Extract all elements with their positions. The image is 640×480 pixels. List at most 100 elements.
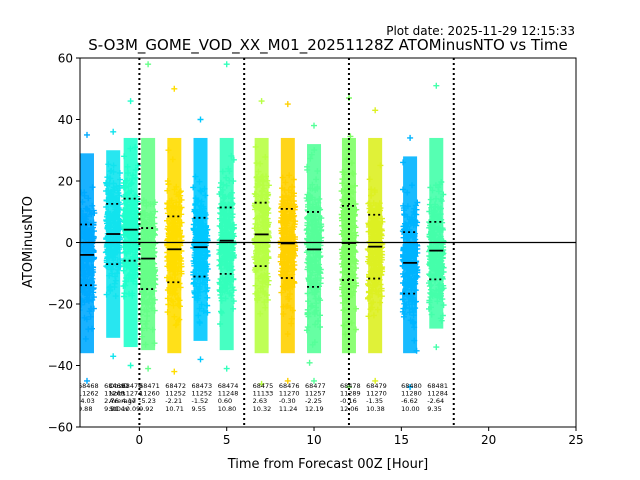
series-obs-68480 [399,134,421,390]
stats-text: 68476 [279,382,300,390]
stats-text: 68468 [78,382,99,390]
stats-text: -1.35 [366,397,383,405]
stats-text: 10.38 [366,405,385,413]
stats-text: 9.55 [192,405,206,413]
x-tick-label: 15 [394,433,409,447]
stats-text: -2.64 [427,397,444,405]
stats-text: 12.06 [340,405,359,413]
stats-text: -1.52 [192,397,209,405]
stats-text: 11248 [218,390,239,398]
x-tick-label: 20 [481,433,496,447]
stats-text: 11274 [122,390,143,398]
stats-text: 68477 [305,382,326,390]
stats-text: 2.76 [104,397,118,405]
series-obs-68472 [164,85,185,375]
stats-text: 10.00 [401,405,420,413]
x-tick-label: 10 [306,433,321,447]
stats-label: StDev [109,405,129,413]
stats-text: 0.60 [218,397,232,405]
y-tick-label: 0 [65,236,73,250]
stats-text: 11289 [340,390,361,398]
series-obs-68479 [364,107,386,384]
stats-text: 11252 [192,390,213,398]
data-points [399,134,421,390]
y-tick-label: −40 [48,359,73,373]
series-obs-68471 [137,61,159,372]
stats-text: 10.32 [253,405,272,413]
series-obs-68474 [216,61,237,372]
stats-text: 68480 [401,382,422,390]
x-tick-label: 25 [568,433,583,447]
y-tick-label: 40 [58,113,73,127]
stats-text: 68470 [122,382,143,390]
plot-date: Plot date: 2025-11-29 12:15:33 [386,24,575,38]
stats-text: 9.92 [139,405,153,413]
data-points [251,98,272,387]
stats-text: 68471 [139,382,160,390]
stats-text: 11262 [78,390,99,398]
series-obs-68476 [277,101,299,384]
series-obs-68473 [190,116,211,363]
stats-text: 11265 [104,390,125,398]
data-points [277,101,299,384]
data-points [80,131,98,384]
stats-text: 68474 [218,382,239,390]
stats-text: 10.09 [122,405,141,413]
y-tick-label: −20 [48,298,73,312]
data-points [426,82,447,351]
stats-text: 68472 [165,382,186,390]
stats-text: 9.80 [104,405,118,413]
y-tick-label: 20 [58,175,73,189]
stats-label: ObsID [109,382,129,390]
y-tick-label: 60 [58,52,73,66]
series-obs-68481 [426,82,447,351]
stats-text: 68475 [253,382,274,390]
stats-text: -2.21 [165,397,182,405]
stats-text: -0.16 [340,397,357,405]
stats-text: 2.63 [253,397,267,405]
stats-text: 10.80 [218,405,237,413]
stats-text: 11280 [401,390,422,398]
data-points [164,85,185,375]
stats-label: Average [109,397,136,405]
stats-text: -0.30 [279,397,296,405]
series-obs-68469 [102,128,124,360]
x-tick-label: 0 [136,433,144,447]
stats-text: 68479 [366,382,387,390]
stats-text: 68473 [192,382,213,390]
series-obs-68468 [80,131,98,384]
stats-text: -4.03 [78,397,95,405]
stats-text: 12.19 [305,405,324,413]
stats-label: Nobs [109,390,126,398]
stats-text: 11260 [139,390,160,398]
stats-text: 11252 [165,390,186,398]
series-obs-68470 [120,98,141,369]
y-tick-label: −60 [48,421,73,435]
stats-text: 11270 [279,390,300,398]
data-points [137,61,159,372]
stats-text: 9.35 [427,405,441,413]
stats-text: -6.62 [401,397,418,405]
stats-text: 11257 [305,390,326,398]
chart-title: S-O3M_GOME_VOD_XX_M01_20251128Z ATOMinus… [88,36,567,55]
y-axis-label: ATOMinusNTO [21,196,36,288]
stats-text: 68478 [340,382,361,390]
stats-text: 11270 [366,390,387,398]
stats-text: 68481 [427,382,448,390]
x-axis-label: Time from Forecast 00Z [Hour] [227,457,429,472]
stats-text: 11.24 [279,405,298,413]
axis-ticks: 0 5 10 15 20 25 −60 −40 −20 0 20 40 60 [48,52,584,448]
stats-text: 4.17 [122,397,136,405]
series-obs-68475 [251,98,272,387]
data-points [216,61,237,372]
stats-text: -5.23 [139,397,156,405]
stats-text: 11284 [427,390,448,398]
stats-text: -2.25 [305,397,322,405]
series-obs-68477 [303,122,325,384]
stats-text: 9.88 [78,405,92,413]
stats-text: 10.71 [165,405,184,413]
data-points [102,128,124,360]
stats-text: 11133 [253,390,274,398]
stats-text: 68469 [104,382,125,390]
